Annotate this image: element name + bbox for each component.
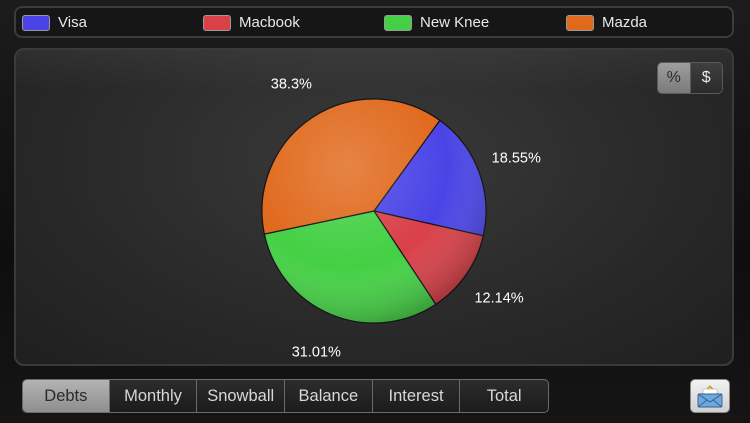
legend-item-new-knee: New Knee [384,14,489,32]
tab-monthly[interactable]: Monthly [108,380,197,412]
pie-label-macbook: 12.14% [474,290,523,306]
pie-chart: 18.55% 12.14% 31.01% 38.3% [261,76,541,361]
legend-swatch-new-knee [384,15,412,31]
legend-label: Mazda [602,14,648,31]
dollar-toggle-button[interactable]: $ [689,63,722,93]
legend-item-mazda: Mazda [566,14,647,32]
mail-button[interactable] [690,379,730,413]
legend-item-visa: Visa [22,14,87,32]
legend-swatch-mazda [566,15,594,31]
pie-label-visa: 18.55% [492,150,541,166]
tab-debts[interactable]: Debts [23,380,109,412]
legend-swatch-visa [22,15,50,31]
mail-icon [697,385,723,408]
legend-label: New Knee [420,14,490,31]
legend-label: Visa [58,14,87,31]
legend-bar: Visa Macbook New Knee Mazda [14,6,734,38]
legend-item-macbook: Macbook [203,14,300,32]
tab-snowball[interactable]: Snowball [196,380,284,412]
tab-total[interactable]: Total [459,380,548,412]
legend-swatch-macbook [203,15,231,31]
view-tabs: Debts Monthly Snowball Balance Interest … [22,379,549,413]
tab-interest[interactable]: Interest [371,380,460,412]
unit-toggle[interactable]: % $ [657,62,723,94]
percent-toggle-button[interactable]: % [658,63,690,93]
legend-label: Macbook [239,14,300,31]
chart-panel: 18.55% 12.14% 31.01% 38.3% % $ [14,48,734,366]
pie-label-mazda: 38.3% [271,76,312,92]
tab-balance[interactable]: Balance [284,380,372,412]
pie-label-new-knee: 31.01% [292,345,341,361]
